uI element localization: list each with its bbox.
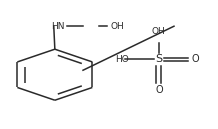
Text: OH: OH: [110, 22, 124, 31]
Text: OH: OH: [152, 27, 166, 36]
Text: O: O: [191, 54, 199, 64]
Text: O: O: [155, 85, 163, 95]
Text: HO: HO: [116, 55, 129, 64]
Text: S: S: [155, 54, 162, 64]
Text: HN: HN: [51, 22, 65, 31]
